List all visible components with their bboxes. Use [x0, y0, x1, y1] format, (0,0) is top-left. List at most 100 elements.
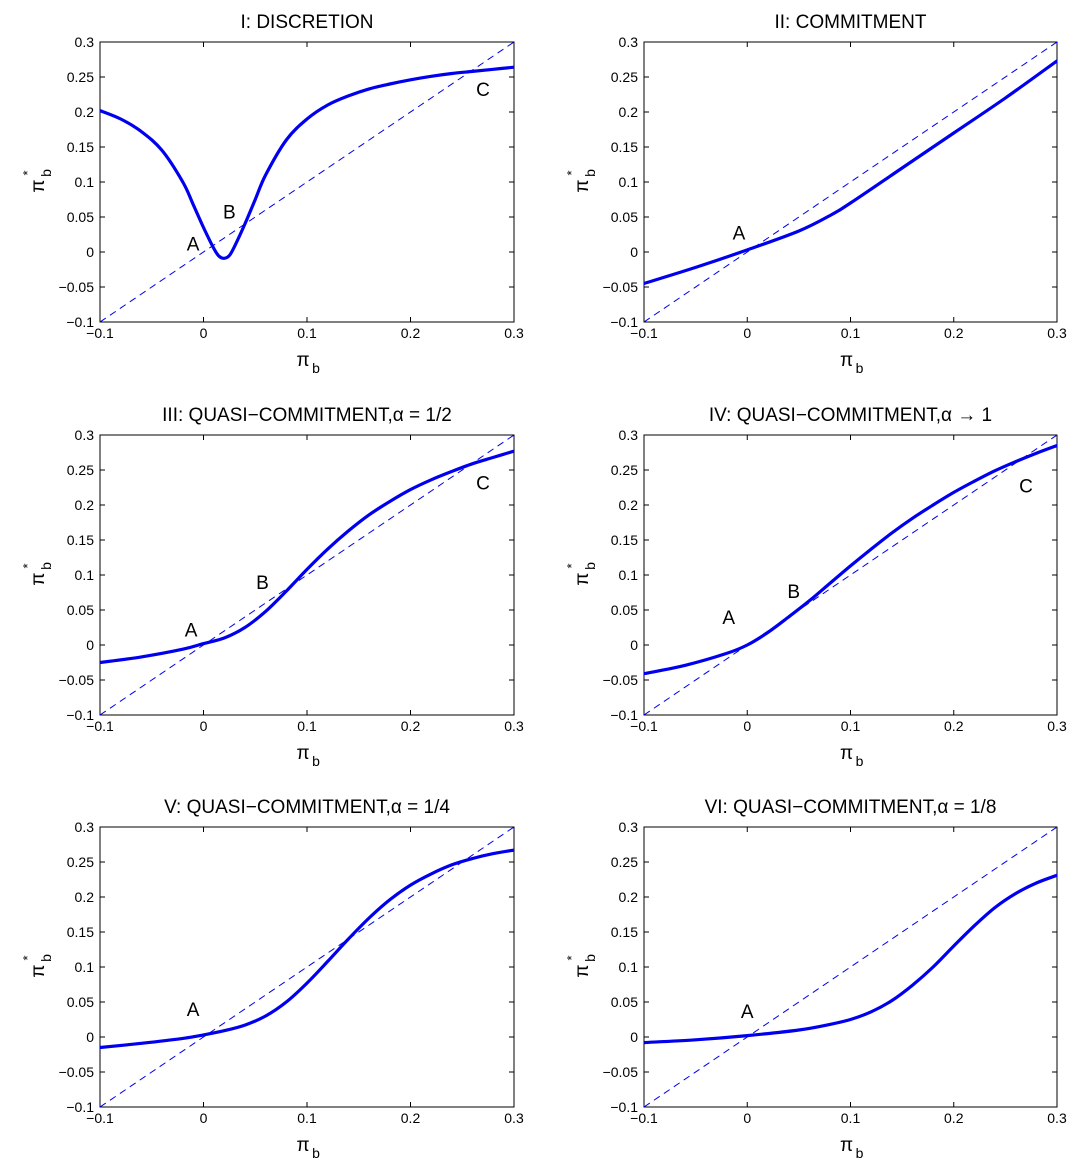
chart-title: VI: QUASI−COMMITMENT,α = 1/8 — [705, 797, 997, 818]
policy-curve-line — [100, 848, 514, 1050]
y-tick-label: 0.25 — [67, 854, 94, 870]
policy-curve-line — [100, 449, 514, 665]
point-label-b: B — [256, 573, 269, 594]
x-tick-label: 0 — [200, 325, 208, 341]
chart-title: I: DISCRETION — [240, 12, 373, 33]
x-tick-label: 0 — [743, 718, 751, 734]
x-axis-label-symbol: π — [840, 350, 853, 371]
y-tick-label: −0.1 — [66, 314, 94, 330]
y-tick-label: 0.15 — [67, 924, 94, 940]
point-label-b: B — [223, 202, 236, 223]
y-tick-label: 0.15 — [611, 924, 638, 940]
y-tick-label: 0.2 — [619, 497, 639, 513]
y-axis-label-symbol: π — [572, 179, 593, 192]
y-axis-label: π * b — [564, 562, 598, 586]
x-tick-label: 0.1 — [841, 1110, 861, 1126]
y-tick-label: −0.1 — [610, 314, 638, 330]
chart-title: III: QUASI−COMMITMENT,α = 1/2 — [162, 405, 452, 426]
y-tick-label: 0.25 — [67, 69, 94, 85]
y-axis-label-star: * — [20, 955, 35, 960]
point-label-c: C — [476, 474, 490, 495]
y-axis-label-star: * — [564, 563, 579, 568]
x-tick-label: 0.2 — [401, 718, 421, 734]
x-tick-label: 0.1 — [297, 718, 317, 734]
y-axis-label-star: * — [20, 170, 35, 175]
chart-panel-6: VI: QUASI−COMMITMENT,α = 1/8 −0.1 0 0.1 0.2 0… — [564, 797, 1067, 1161]
y-tick-label: 0.25 — [611, 462, 638, 478]
y-tick-label: −0.05 — [59, 1064, 95, 1080]
point-label-c: C — [1019, 476, 1033, 497]
chart-panel-1: I: DISCRETION −0.1 0 0.1 0.2 0.3 0.3 0.25 0.2 0.1… — [20, 12, 524, 376]
x-tick-label: −0.1 — [86, 325, 114, 341]
y-tick-label: 0.2 — [75, 104, 95, 120]
y-tick-label: 0.3 — [75, 819, 95, 835]
y-tick-label: 0.3 — [619, 34, 639, 50]
y-tick-label: −0.05 — [59, 672, 95, 688]
x-tick-label: 0.2 — [944, 718, 964, 734]
y-tick-label: 0 — [630, 1029, 638, 1045]
y-axis-label-symbol: π — [28, 964, 49, 977]
y-axis-label: π * b — [20, 169, 54, 193]
y-tick-label: −0.05 — [603, 672, 639, 688]
plot-frame — [643, 434, 1058, 716]
x-axis-label-symbol: π — [296, 350, 309, 371]
y-tick-label: 0.3 — [75, 427, 95, 443]
x-axis-label-subscript: b — [856, 1145, 864, 1161]
chart-title: IV: QUASI−COMMITMENT,α → 1 — [709, 405, 992, 426]
point-label-a: A — [722, 608, 735, 629]
x-axis-label-symbol: π — [840, 1135, 853, 1156]
y-tick-label: 0.05 — [67, 602, 94, 618]
x-axis-label-symbol: π — [840, 743, 853, 764]
y-tick-label: 0.05 — [67, 209, 94, 225]
y-tick-label: 0.2 — [619, 104, 639, 120]
plot-frame — [99, 434, 515, 716]
y-tick-label: 0 — [86, 637, 94, 653]
x-tick-label: 0.3 — [1047, 1110, 1067, 1126]
x-tick-label: 0.3 — [504, 325, 524, 341]
x-tick-label: −0.1 — [630, 325, 658, 341]
y-axis-label-subscript: b — [582, 954, 598, 962]
y-tick-label: −0.05 — [603, 1064, 639, 1080]
x-tick-label: 0 — [743, 1110, 751, 1126]
x-tick-label: 0.2 — [401, 325, 421, 341]
y-tick-label: 0.2 — [75, 497, 95, 513]
chart-panel-3: III: QUASI−COMMITMENT,α = 1/2 −0.1 0 0.1 0.2… — [20, 405, 524, 769]
y-axis-label: π * b — [20, 954, 54, 978]
x-axis-label-subscript: b — [312, 753, 320, 769]
x-tick-label: 0 — [200, 1110, 208, 1126]
policy-curve-line — [644, 59, 1057, 286]
x-tick-label: 0.2 — [944, 325, 964, 341]
y-axis-label-subscript: b — [582, 562, 598, 570]
y-tick-label: 0 — [630, 244, 638, 260]
y-tick-label: 0.1 — [75, 567, 95, 583]
x-tick-label: 0.2 — [401, 1110, 421, 1126]
y-tick-label: −0.05 — [59, 279, 95, 295]
y-tick-label: −0.1 — [66, 1099, 94, 1115]
y-axis-label-subscript: b — [38, 954, 54, 962]
plot-frame — [99, 41, 515, 323]
x-tick-label: 0 — [200, 718, 208, 734]
plot-frame — [643, 826, 1058, 1108]
y-axis-label-star: * — [20, 563, 35, 568]
y-tick-label: 0.25 — [611, 854, 638, 870]
x-tick-label: 0.3 — [504, 1110, 524, 1126]
x-tick-label: 0.3 — [504, 718, 524, 734]
y-tick-label: 0.1 — [75, 174, 95, 190]
y-axis-label: π * b — [20, 562, 54, 586]
x-tick-label: −0.1 — [630, 718, 658, 734]
y-axis-label-symbol: π — [572, 964, 593, 977]
point-label-a: A — [741, 1002, 754, 1023]
y-axis-label-symbol: π — [28, 572, 49, 585]
x-axis-label-subscript: b — [312, 1145, 320, 1161]
x-tick-label: 0.1 — [841, 718, 861, 734]
y-axis-label-subscript: b — [582, 169, 598, 177]
y-tick-label: 0.3 — [619, 819, 639, 835]
x-tick-label: 0.1 — [297, 325, 317, 341]
x-tick-label: 0.3 — [1047, 718, 1067, 734]
y-tick-label: 0.05 — [611, 209, 638, 225]
